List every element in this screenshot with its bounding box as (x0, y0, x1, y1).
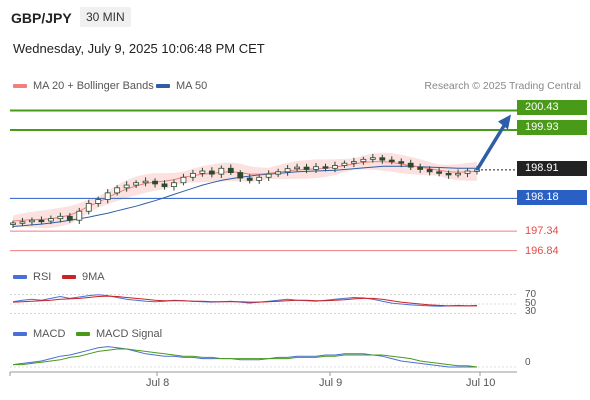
candle-body (464, 170, 471, 174)
legend-macd-label: MACD (33, 328, 66, 340)
timeframe-badge[interactable]: 30 MIN (80, 7, 131, 27)
candle-body (303, 166, 310, 170)
candle-body (294, 166, 300, 170)
rsi-swatch (13, 275, 27, 279)
candle-body (47, 218, 54, 222)
candle-body (19, 221, 26, 224)
candle-body (114, 187, 121, 194)
legend-ma20-bb: MA 20 + Bollinger Bands (13, 80, 154, 92)
candle-body (445, 172, 452, 176)
macd-signal-line (13, 348, 478, 368)
level-tag-r1: 199.93 (517, 120, 587, 135)
candle-body (360, 158, 367, 163)
candle-body (29, 219, 35, 223)
candle-body (369, 157, 376, 160)
candle-body (332, 165, 338, 169)
candle-body (388, 159, 395, 163)
candle-body (426, 169, 433, 173)
rsi-line (12, 294, 478, 307)
candle-body (161, 183, 168, 188)
candle-body (142, 180, 149, 184)
candle-body (398, 161, 405, 164)
macd-line (12, 346, 477, 368)
candle-body (341, 162, 348, 166)
legend-macd: MACD (13, 328, 65, 340)
rsi-50-label: 50 (525, 298, 537, 309)
candle-body (95, 199, 102, 204)
rsi-70-label: 70 (525, 289, 537, 300)
candle-body (322, 166, 329, 169)
candle-body (436, 171, 443, 174)
candle-body (265, 173, 272, 178)
candle-body (85, 203, 92, 212)
legend-rsi: RSI (13, 271, 51, 283)
legend-rsi-label: RSI (33, 271, 52, 283)
candle-body (38, 219, 45, 223)
candle-body (256, 176, 263, 181)
x-label-jul8: Jul 8 (146, 377, 170, 389)
candle-body (76, 210, 83, 221)
level-tag-s1: 198.18 (517, 190, 587, 205)
candle-body (180, 176, 187, 184)
candle-body (350, 161, 357, 164)
candle-body (407, 162, 414, 168)
candle-body (66, 215, 73, 221)
ma50-line (12, 165, 477, 227)
legend-ma50-label: MA 50 (176, 80, 208, 92)
candle-body (123, 184, 130, 189)
candle-body (455, 172, 461, 176)
legend-rsi-ma: 9MA (62, 271, 105, 283)
candle-body (246, 177, 253, 181)
candle-body (10, 222, 16, 225)
candle-body (171, 182, 177, 188)
projection-arrowhead (498, 114, 511, 130)
level-label-s3: 196.84 (525, 245, 559, 257)
credit-label: Research © 2025 Trading Central (424, 80, 581, 92)
candle-body (199, 170, 206, 174)
candle-body (237, 172, 244, 179)
symbol-label: GBP/JPY (11, 10, 72, 26)
candle-body (417, 166, 424, 170)
macd-zero-label: 0 (525, 357, 531, 368)
rsi-ma-line (12, 295, 477, 307)
candle-body (152, 180, 158, 185)
datetime-label: Wednesday, July 9, 2025 10:06:48 PM CET (13, 41, 265, 56)
candle-body (227, 167, 234, 173)
bollinger-band (13, 152, 477, 229)
ma50-swatch (156, 84, 170, 88)
candle-body (104, 192, 111, 200)
x-label-jul10: Jul 10 (466, 377, 496, 389)
legend-macd-signal: MACD Signal (76, 328, 162, 340)
macd-swatch (13, 332, 27, 336)
candle-body (208, 170, 215, 175)
rsi-30-label: 30 (525, 306, 537, 317)
candle-body (275, 171, 282, 175)
candle-body (379, 157, 386, 161)
projection-arrow (475, 121, 508, 171)
legend-ma50: MA 50 (156, 80, 207, 92)
level-tag-last: 198.91 (517, 161, 587, 176)
ma20-swatch (13, 84, 27, 88)
legend-rsi-ma-label: 9MA (82, 271, 105, 283)
candle-body (218, 167, 225, 175)
level-tag-r2: 200.43 (517, 100, 587, 115)
rsi-ma-swatch (62, 275, 76, 279)
candle-body (133, 182, 140, 186)
macd-signal-swatch (76, 332, 90, 336)
x-label-jul9: Jul 9 (319, 377, 343, 389)
candle-body (284, 168, 291, 173)
legend-macd-signal-label: MACD Signal (96, 328, 163, 340)
candle-body (313, 166, 319, 170)
level-label-s2: 197.34 (525, 225, 559, 237)
legend-ma20-label: MA 20 + Bollinger Bands (33, 80, 154, 92)
candle-body (190, 172, 196, 178)
candle-body (57, 215, 64, 220)
